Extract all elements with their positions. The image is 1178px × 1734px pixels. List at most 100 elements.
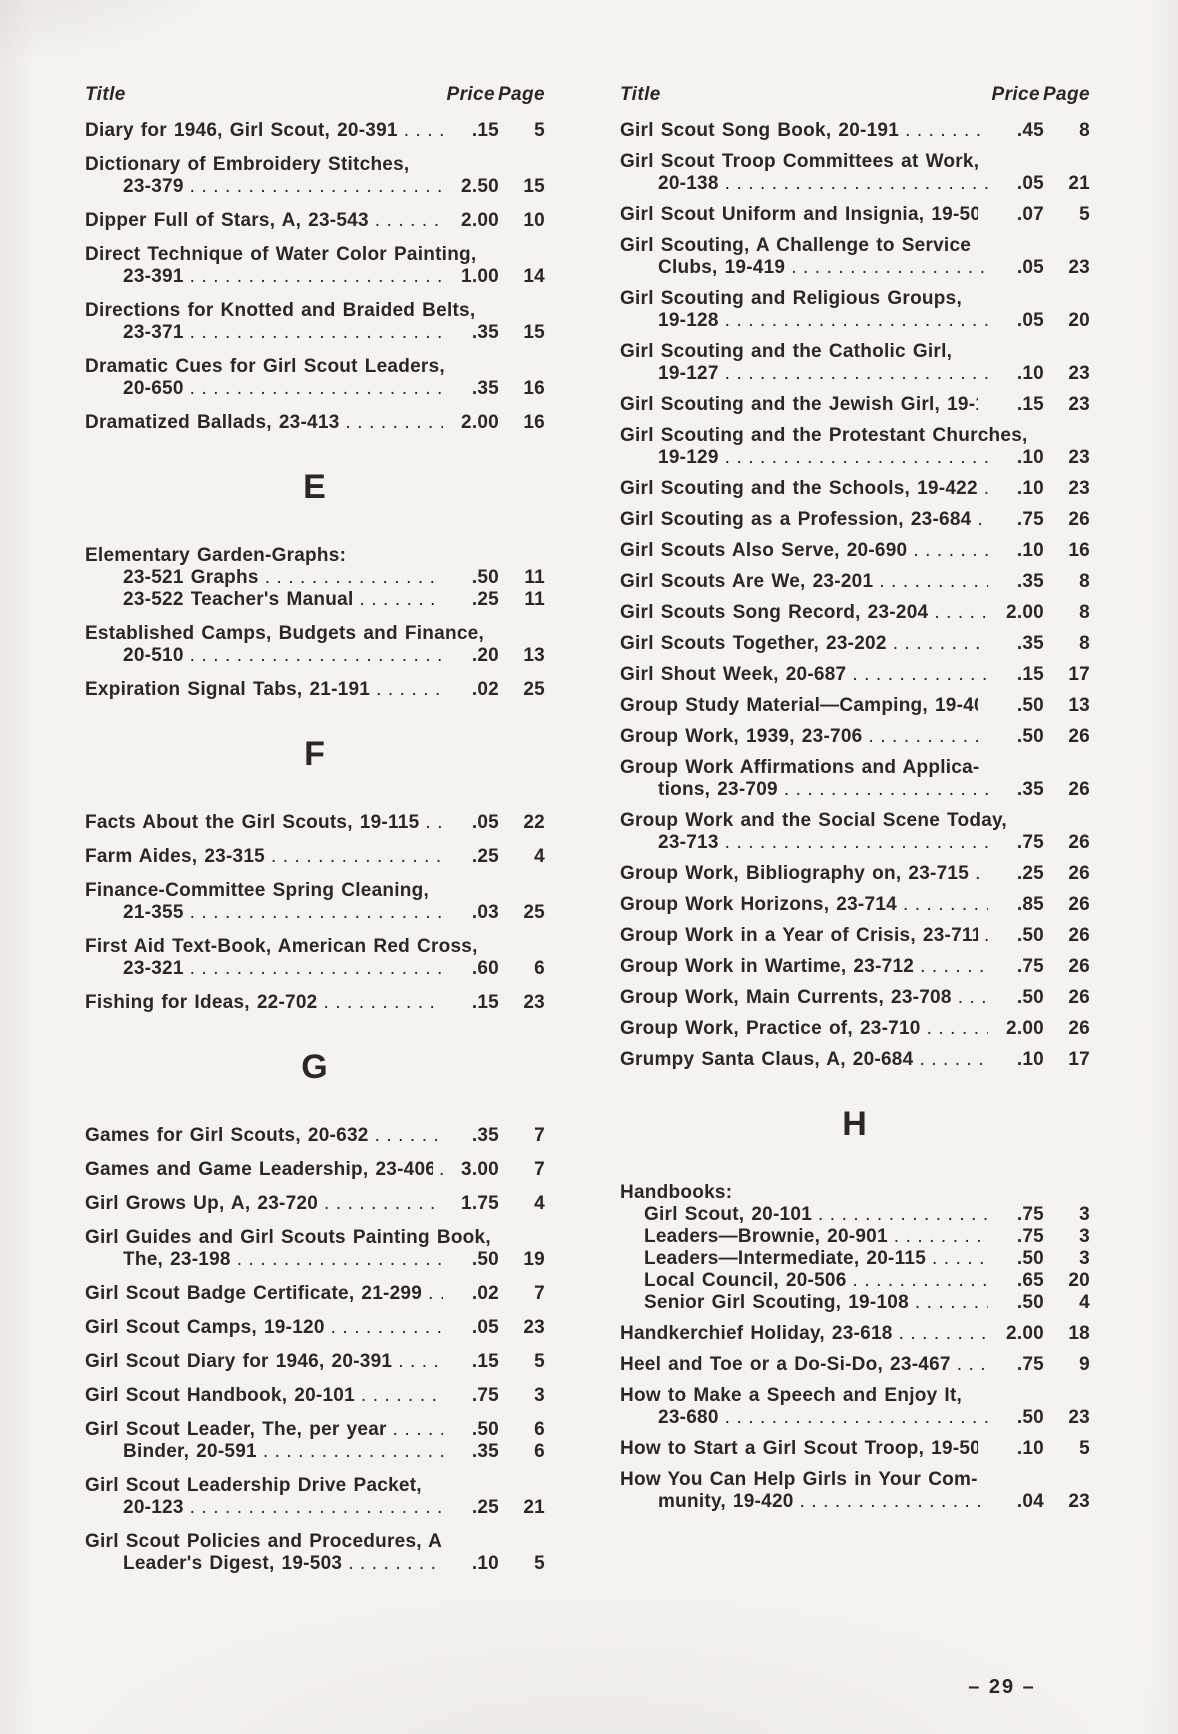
entry-page: 26 xyxy=(1068,925,1090,946)
entry-line: Girl Scouting and the Catholic Girl, xyxy=(620,341,1090,363)
entry-line: Established Camps, Budgets and Finance, xyxy=(85,623,545,645)
entry-title: Group Work, Main Currents, 23-708 xyxy=(620,987,952,1008)
entry-line: 23-321..................................… xyxy=(85,958,545,980)
entry-title: Girl Scouting and the Jewish Girl, 19-13… xyxy=(620,394,978,415)
column-header-price: Price xyxy=(446,84,495,105)
entry-page: 7 xyxy=(534,1125,545,1146)
entry-line: 21-355..................................… xyxy=(85,902,545,924)
entry-price: .02 xyxy=(471,1283,499,1304)
index-entry: Group Work, Main Currents, 23-708.......… xyxy=(620,987,1090,1009)
dot-leader: ........................................… xyxy=(724,1407,988,1428)
entry-line: 19-128..................................… xyxy=(620,310,1090,332)
entry-title: Girl Scouting as a Profession, 23-684 xyxy=(620,509,972,530)
entry-page: 8 xyxy=(1079,602,1090,623)
entry-price: .10 xyxy=(1016,363,1044,384)
dot-leader: ........................................… xyxy=(956,1354,988,1375)
column-header-page: Page xyxy=(1042,84,1090,105)
index-entry: How You Can Help Girls in Your Com-munit… xyxy=(620,1469,1090,1513)
dot-leader: ........................................… xyxy=(978,925,988,947)
dot-leader: ........................................… xyxy=(818,1204,988,1225)
index-entry: Established Camps, Budgets and Finance, 2… xyxy=(85,623,545,667)
index-entry: How to Make a Speech and Enjoy It, 23-680… xyxy=(620,1385,1090,1429)
column-header: Title Price Page xyxy=(620,84,1090,106)
entry-page: 25 xyxy=(523,902,545,923)
entry-line: Girl Scout Uniform and Insignia, 19-504.… xyxy=(620,204,1090,226)
dot-leader: ........................................… xyxy=(724,447,988,468)
index-entry: Group Work in Wartime, 23-712...........… xyxy=(620,956,1090,978)
entry-title: Games for Girl Scouts, 20-632 xyxy=(85,1125,369,1146)
entry-title: The, 23-198 xyxy=(123,1249,231,1270)
index-entry: Group Work, Practice of, 23-710.........… xyxy=(620,1018,1090,1040)
dot-leader: ........................................… xyxy=(392,1419,443,1440)
entry-line: Group Work, Bibliography on, 23-715.....… xyxy=(620,863,1090,885)
entry-price: 1.75 xyxy=(461,1193,499,1214)
entry-title: Finance-Committee Spring Cleaning, xyxy=(85,880,430,901)
column-header: Title Price Page xyxy=(85,84,545,106)
entry-price: .20 xyxy=(471,645,499,666)
index-entry: Heel and Toe or a Do-Si-Do, 23-467......… xyxy=(620,1354,1090,1376)
entry-price: .05 xyxy=(1016,173,1044,194)
entry-title: First Aid Text-Book, American Red Cross, xyxy=(85,936,478,957)
entry-title: Group Work in Wartime, 23-712 xyxy=(620,956,915,977)
entry-page: 18 xyxy=(1068,1323,1090,1344)
entry-title: 19-128 xyxy=(658,310,719,331)
entry-page: 16 xyxy=(1068,540,1090,561)
index-entry: Girl Grows Up, A, 23-720................… xyxy=(85,1193,545,1215)
entry-price: .50 xyxy=(1016,1248,1044,1269)
index-entry: Group Work Horizons, 23-714.............… xyxy=(620,894,1090,916)
dot-leader: ........................................… xyxy=(425,812,443,833)
entry-page: 3 xyxy=(1079,1248,1090,1269)
entry-page: 26 xyxy=(1068,956,1090,977)
entry-line: Girl Scouting and the Jewish Girl, 19-13… xyxy=(620,394,1090,416)
entry-line: Facts About the Girl Scouts, 19-115.....… xyxy=(85,812,545,834)
entry-line: Games for Girl Scouts, 20-632...........… xyxy=(85,1125,545,1147)
entry-line: 23-521 Graphs...........................… xyxy=(85,567,545,589)
entry-page: 13 xyxy=(1068,695,1090,716)
entry-line: How You Can Help Girls in Your Com- xyxy=(620,1469,1090,1491)
entry-title: Handbooks: xyxy=(620,1182,733,1203)
entry-title: 20-138 xyxy=(658,173,719,194)
dot-leader: ........................................… xyxy=(376,679,443,700)
dot-leader: ........................................… xyxy=(324,1193,443,1214)
entry-title: Local Council, 20-506 xyxy=(644,1270,847,1291)
entry-line: Girl Scout Badge Certificate, 21-299....… xyxy=(85,1283,545,1305)
entry-line: How to Make a Speech and Enjoy It, xyxy=(620,1385,1090,1407)
entry-title: Group Work and the Social Scene Today, xyxy=(620,810,1007,831)
entry-line: 23-713..................................… xyxy=(620,832,1090,854)
entry-title: Girl Scouts Together, 23-202 xyxy=(620,633,887,654)
entry-title: Group Study Material—Camping, 19-404 xyxy=(620,695,978,716)
dot-leader: ........................................… xyxy=(330,1317,443,1338)
entry-title: munity, 19-420 xyxy=(658,1491,794,1512)
entry-line: 20-510..................................… xyxy=(85,645,545,667)
entry-title: 23-321 xyxy=(123,958,184,979)
entry-price: .15 xyxy=(471,1351,499,1372)
dot-leader: ........................................… xyxy=(978,478,988,500)
entry-price: .15 xyxy=(471,992,499,1013)
entry-page: 4 xyxy=(1079,1292,1090,1313)
entry-title: Dramatic Cues for Girl Scout Leaders, xyxy=(85,356,445,377)
entry-page: 26 xyxy=(1068,894,1090,915)
dot-leader: ........................................… xyxy=(360,1385,443,1406)
dot-leader: ........................................… xyxy=(264,567,443,588)
entry-title: Clubs, 19-419 xyxy=(658,257,786,278)
entry-line: 23-391..................................… xyxy=(85,266,545,288)
entry-line: Girl Scout Troop Committees at Work, xyxy=(620,151,1090,173)
entry-line: Group Work in Wartime, 23-712...........… xyxy=(620,956,1090,978)
dot-leader: ........................................… xyxy=(724,832,988,853)
index-entry: Girl Scout Leader, The, per year........… xyxy=(85,1419,545,1463)
entry-line: 23-371..................................… xyxy=(85,322,545,344)
dot-leader: ........................................… xyxy=(902,894,988,915)
index-entry: Dipper Full of Stars, A, 23-543.........… xyxy=(85,210,545,232)
entry-title: Girl Scout Troop Committees at Work, xyxy=(620,151,980,172)
entry-title: How to Make a Speech and Enjoy It, xyxy=(620,1385,963,1406)
entry-title: Girl Scouting and the Catholic Girl, xyxy=(620,341,953,362)
entry-title: Girl Scout Leadership Drive Packet, xyxy=(85,1475,422,1496)
entry-title: Girl Scouting and Religious Groups, xyxy=(620,288,962,309)
entry-page: 22 xyxy=(523,812,545,833)
index-entry: Girl Scout Badge Certificate, 21-299....… xyxy=(85,1283,545,1305)
index-entry: Expiration Signal Tabs, 21-191..........… xyxy=(85,679,545,701)
index-entry: Girl Scout Leadership Drive Packet, 20-12… xyxy=(85,1475,545,1519)
entry-title: Diary for 1946, Girl Scout, 20-391 xyxy=(85,120,398,141)
entry-line: Elementary Garden-Graphs: xyxy=(85,545,545,567)
dot-leader: ........................................… xyxy=(791,257,988,278)
